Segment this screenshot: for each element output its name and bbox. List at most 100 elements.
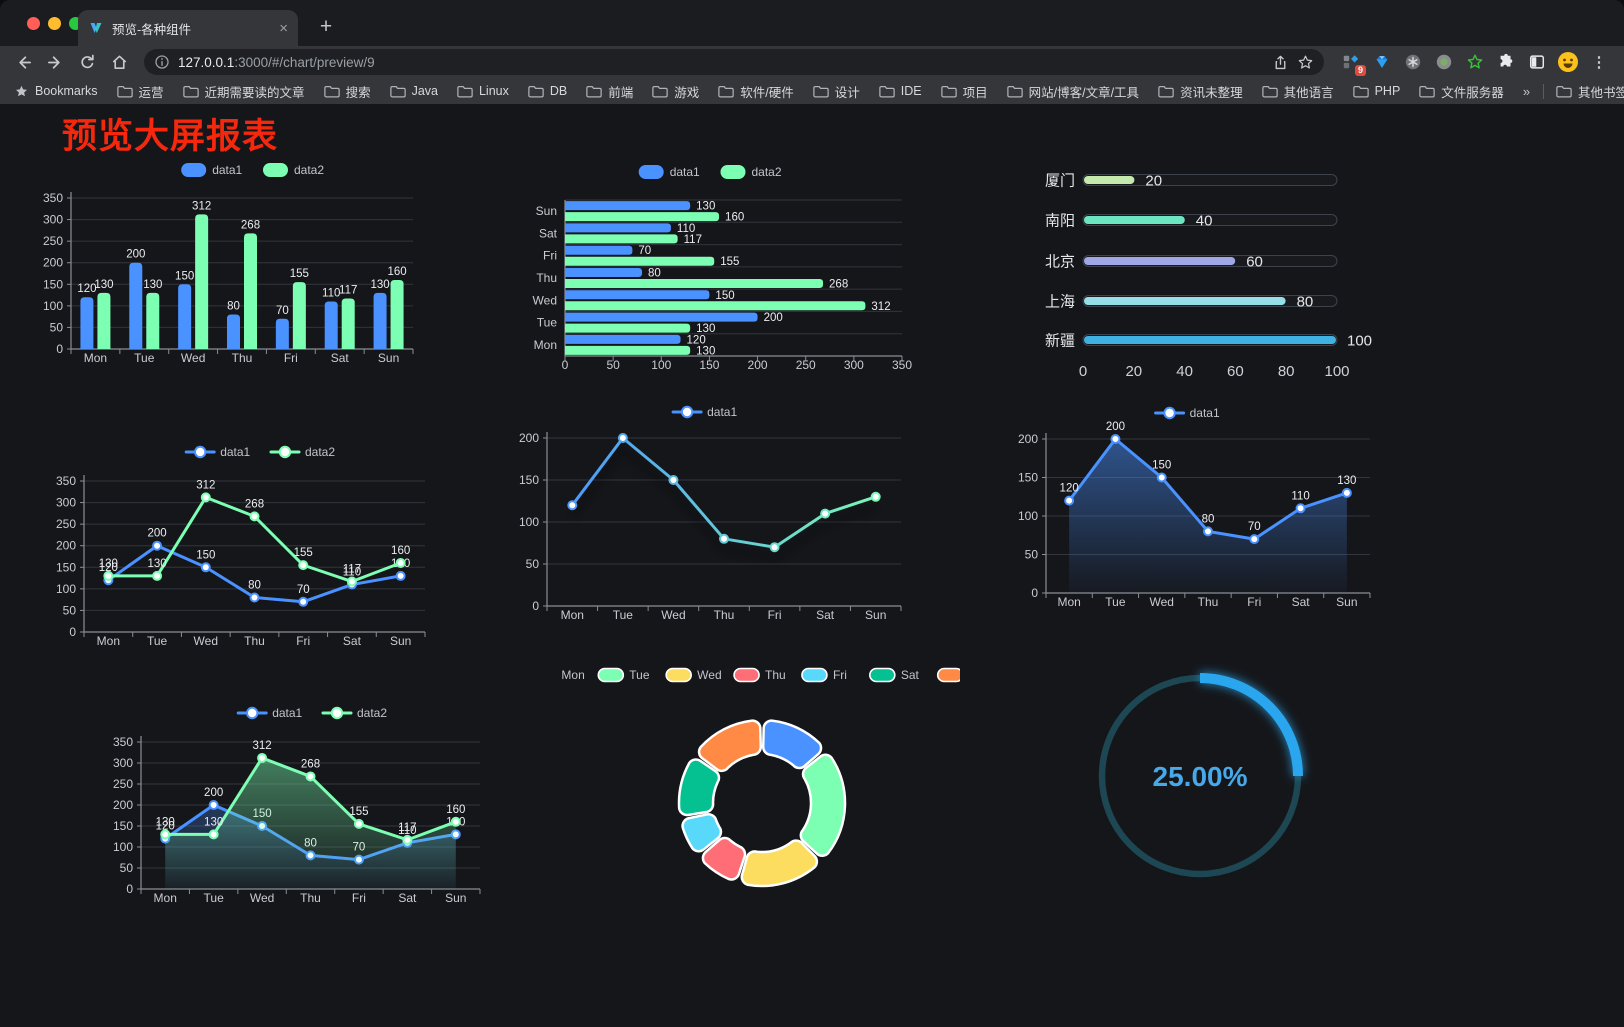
- share-icon[interactable]: [1272, 54, 1289, 71]
- svg-text:0: 0: [69, 625, 76, 639]
- svg-text:200: 200: [43, 256, 63, 270]
- svg-text:130: 130: [156, 816, 175, 828]
- browser-tab[interactable]: 预览-各种组件 ×: [78, 10, 298, 46]
- bookmark-folder[interactable]: 前端: [586, 82, 633, 101]
- svg-text:Wed: Wed: [250, 891, 274, 905]
- bookmark-folder[interactable]: 搜索: [323, 82, 371, 101]
- svg-text:70: 70: [1248, 521, 1261, 533]
- bookmarks-overflow-button[interactable]: »: [1522, 83, 1532, 99]
- chart-line-gradient[interactable]: data1 0 50 100 150 200 Mon Tue Wed Thu Fri Sat Sun: [500, 400, 915, 635]
- bookmark-star-icon[interactable]: [1297, 54, 1314, 71]
- proxy-extension-icon[interactable]: 9: [1340, 51, 1366, 76]
- chart-area-dual[interactable]: data1 data2 0 50 100 150 200 250 300 350 Mon Tue Wed…: [100, 700, 530, 920]
- svg-text:50: 50: [526, 557, 540, 571]
- url-text[interactable]: 127.0.0.1:3000/#/chart/preview/9: [178, 55, 1264, 70]
- bookmarks-manager-item[interactable]: Bookmarks: [14, 84, 98, 99]
- svg-text:Fri: Fri: [352, 891, 366, 905]
- other-bookmarks-item[interactable]: 其他书签: [1556, 82, 1624, 101]
- bookmark-folder-label: 其他语言: [1283, 85, 1334, 100]
- svg-text:268: 268: [829, 279, 848, 291]
- tab-close-icon[interactable]: ×: [279, 19, 288, 37]
- svg-text:160: 160: [725, 212, 744, 224]
- titlebar: 预览-各种组件 × +: [0, 0, 1624, 46]
- bookmark-folder[interactable]: 项目: [940, 82, 988, 101]
- bookmark-folder[interactable]: Linux: [457, 84, 509, 98]
- other-bookmarks-label: 其他书签: [1578, 85, 1624, 100]
- extensions-puzzle-icon[interactable]: [1495, 51, 1517, 73]
- chart-horizontal-bar[interactable]: data1 data2 0 50 100 150 200 250 300 350 Sun 130 160…: [505, 156, 920, 374]
- svg-text:Sat: Sat: [816, 608, 835, 622]
- bookmark-folder[interactable]: IDE: [879, 84, 922, 98]
- svg-text:Tue: Tue: [147, 634, 168, 648]
- bookmark-folder[interactable]: 运营: [116, 82, 164, 101]
- chart-progress-bars[interactable]: 厦门 20 南阳 40 北京 60 上海 80 新疆 100 0 20 40 60 80 100: [1000, 160, 1388, 395]
- chart-line-dual[interactable]: data1 data2 0 50 100 150 200 250 300 350 Mon Tue Wed…: [48, 434, 478, 654]
- bookmark-folder[interactable]: 软件/硬件: [718, 82, 794, 101]
- svg-text:117: 117: [398, 822, 416, 834]
- svg-text:20: 20: [1125, 363, 1142, 380]
- svg-text:Mon: Mon: [84, 351, 107, 365]
- bookmarks-right-group: » 其他书签: [1523, 82, 1624, 101]
- svg-text:250: 250: [56, 517, 76, 531]
- bookmark-folder-label: 设计: [834, 85, 860, 100]
- svg-text:data2: data2: [294, 163, 324, 177]
- svg-text:100: 100: [43, 299, 63, 313]
- svg-text:130: 130: [204, 816, 223, 828]
- green-star-extension-icon[interactable]: [1464, 51, 1486, 73]
- svg-text:Thu: Thu: [1198, 595, 1219, 609]
- bookmark-folder[interactable]: Java: [389, 84, 438, 98]
- svg-text:80: 80: [1278, 363, 1295, 380]
- address-bar[interactable]: 127.0.0.1:3000/#/chart/preview/9: [144, 49, 1324, 75]
- svg-text:150: 150: [175, 270, 194, 282]
- svg-text:data1: data1: [220, 445, 250, 459]
- home-button[interactable]: [104, 48, 134, 76]
- svg-text:70: 70: [276, 305, 289, 317]
- svg-text:130: 130: [696, 345, 715, 357]
- bookmark-folder[interactable]: 设计: [813, 82, 860, 101]
- bookmark-folder[interactable]: 其他语言: [1261, 82, 1334, 101]
- chart-grouped-bar[interactable]: data1 data2 0 50 100 150 200 250 300 350 Mon Tue Wed…: [40, 156, 470, 371]
- folder-icon: [879, 85, 895, 97]
- bookmark-folder-label: 近期需要读的文章: [204, 85, 305, 100]
- bookmark-folder[interactable]: 游戏: [652, 82, 699, 101]
- site-info-icon[interactable]: [154, 54, 170, 70]
- svg-text:data2: data2: [752, 165, 782, 179]
- svg-text:150: 150: [519, 473, 539, 487]
- chart-area-single[interactable]: data1 0 50 100 150 200 Mon Tue Wed Thu Fri Sat Sun 12…: [990, 390, 1390, 620]
- back-button[interactable]: [8, 48, 38, 76]
- svg-text:155: 155: [349, 806, 368, 818]
- chart-gauge-progress[interactable]: 25.00%: [1090, 664, 1320, 899]
- minimize-window-button[interactable]: [48, 17, 61, 30]
- record-extension-icon[interactable]: [1433, 51, 1455, 73]
- folder-icon: [528, 85, 544, 97]
- svg-text:250: 250: [113, 777, 133, 791]
- asterisk-extension-icon[interactable]: [1402, 51, 1424, 73]
- profile-avatar[interactable]: [1557, 51, 1579, 73]
- svg-text:120: 120: [156, 821, 175, 833]
- side-panel-icon[interactable]: [1526, 51, 1548, 73]
- svg-text:155: 155: [720, 256, 739, 268]
- svg-text:Sun: Sun: [378, 351, 399, 365]
- svg-text:Mon: Mon: [154, 891, 177, 905]
- bookmark-folder-label: PHP: [1374, 84, 1401, 98]
- new-tab-button[interactable]: +: [319, 15, 333, 38]
- bookmark-folder[interactable]: PHP: [1352, 84, 1401, 98]
- bookmark-folder[interactable]: 网站/博客/文章/工具: [1006, 82, 1139, 101]
- bookmark-folder[interactable]: 近期需要读的文章: [182, 82, 305, 101]
- reload-button[interactable]: [72, 48, 102, 76]
- bookmark-folder[interactable]: 资讯未整理: [1158, 82, 1243, 101]
- svg-text:312: 312: [196, 479, 215, 491]
- svg-text:Fri: Fri: [284, 351, 298, 365]
- close-window-button[interactable]: [27, 17, 40, 30]
- gem-extension-icon[interactable]: [1371, 51, 1393, 73]
- svg-text:155: 155: [290, 268, 309, 280]
- bookmark-folder[interactable]: DB: [528, 84, 567, 98]
- bookmark-folder[interactable]: 文件服务器: [1419, 82, 1504, 101]
- forward-button[interactable]: [40, 48, 70, 76]
- svg-text:Thu: Thu: [300, 891, 321, 905]
- browser-menu-button[interactable]: ⋮: [1588, 51, 1610, 73]
- svg-text:100: 100: [1018, 509, 1038, 523]
- svg-text:Thu: Thu: [232, 351, 253, 365]
- folder-icon: [652, 85, 668, 97]
